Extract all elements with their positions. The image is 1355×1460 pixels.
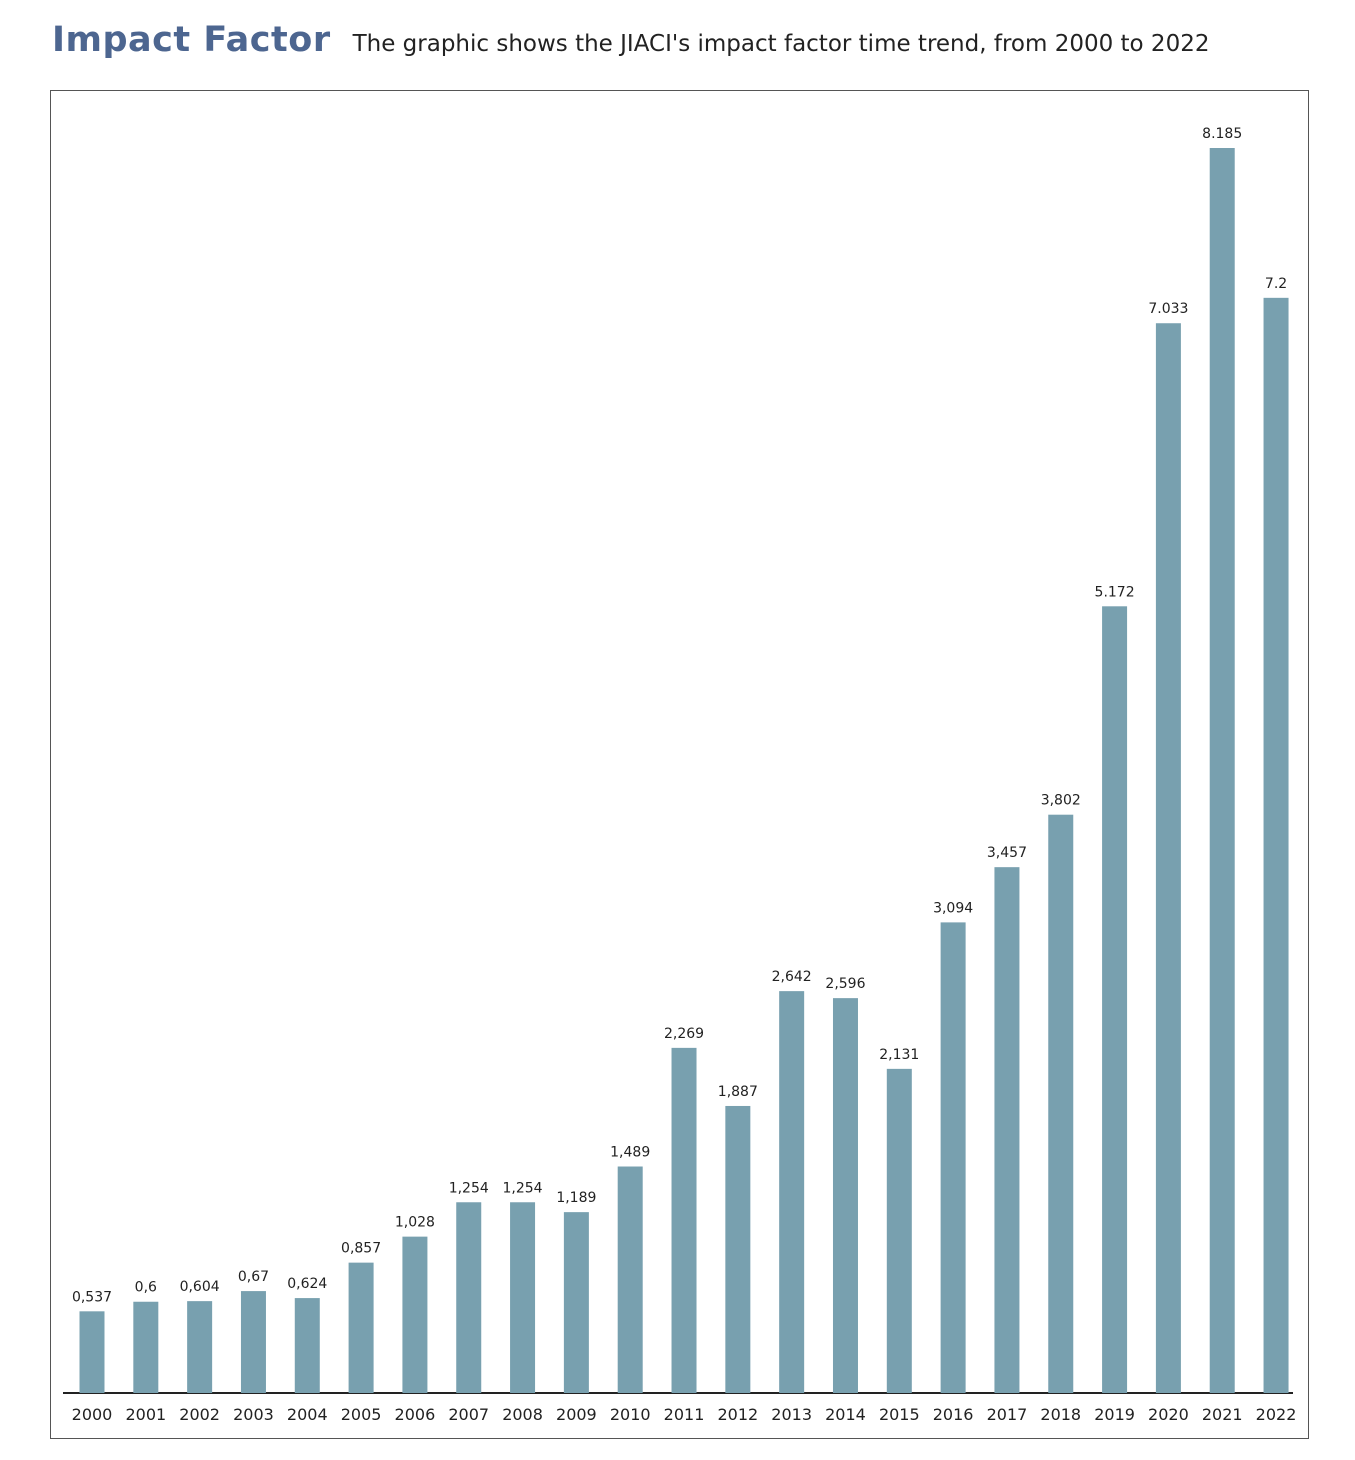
bar-2000	[79, 1311, 105, 1393]
value-label-2013: 2,642	[772, 969, 812, 985]
value-label-2012: 1,887	[718, 1084, 758, 1100]
bar-2010	[617, 1166, 643, 1393]
bar-2005	[348, 1262, 374, 1393]
x-tick-label-2003: 2003	[233, 1405, 274, 1424]
x-tick-label-2021: 2021	[1202, 1405, 1243, 1424]
value-label-2005: 0,857	[341, 1241, 381, 1257]
value-label-2004: 0,624	[287, 1276, 327, 1292]
x-tick-label-2010: 2010	[610, 1405, 651, 1424]
bar-group	[79, 148, 1289, 1393]
value-label-2002: 0,604	[180, 1279, 220, 1295]
x-tick-label-2000: 2000	[72, 1405, 113, 1424]
bar-2004	[294, 1298, 320, 1393]
bar-2012	[725, 1105, 751, 1393]
value-label-2007: 1,254	[449, 1180, 489, 1196]
bar-2011	[671, 1047, 697, 1393]
bar-2008	[510, 1202, 536, 1393]
value-label-2000: 0,537	[72, 1289, 112, 1305]
chart-frame: 0,537 0,6 0,604 0,67 0,624 0,857 1,028 1,254 1,2…	[50, 90, 1309, 1439]
bar-2015	[886, 1068, 912, 1393]
x-tick-label-2009: 2009	[556, 1405, 597, 1424]
value-label-2003: 0,67	[238, 1269, 269, 1285]
bar-2014	[832, 998, 858, 1393]
chart-subtitle: The graphic shows the JIACI's impact fac…	[352, 31, 1210, 57]
value-label-2008: 1,254	[503, 1180, 543, 1196]
bar-2021	[1209, 148, 1235, 1393]
bar-2017	[994, 867, 1020, 1393]
value-label-group: 0,537 0,6 0,604 0,67 0,624 0,857 1,028 1,254 1,2…	[72, 126, 1287, 1305]
x-tick-label-2006: 2006	[395, 1405, 436, 1424]
bar-chart: 0,537 0,6 0,604 0,67 0,624 0,857 1,028 1,254 1,2…	[63, 126, 1297, 1424]
x-tick-label-2012: 2012	[717, 1405, 758, 1424]
bar-2018	[1048, 814, 1074, 1393]
x-tick-label-2002: 2002	[179, 1405, 220, 1424]
bar-2006	[402, 1236, 428, 1393]
x-tick-label-2011: 2011	[664, 1405, 705, 1424]
value-label-2011: 2,269	[664, 1026, 704, 1042]
x-tick-label-2016: 2016	[933, 1405, 974, 1424]
bar-2009	[563, 1212, 589, 1393]
bar-2002	[187, 1301, 213, 1393]
value-label-2019: 5.172	[1095, 584, 1135, 600]
chart-title: Impact Factor	[52, 20, 331, 60]
x-tick-label-2022: 2022	[1256, 1405, 1297, 1424]
x-tick-label-2015: 2015	[879, 1405, 920, 1424]
bar-2019	[1102, 606, 1128, 1393]
bar-2020	[1155, 323, 1181, 1393]
bar-2022	[1263, 297, 1289, 1393]
x-tick-label-group: 2000 2001 2002 2003 2004 2005 2006 2007 2008 2009…	[72, 1405, 1297, 1424]
value-label-2022: 7.2	[1265, 276, 1287, 292]
bar-2016	[940, 922, 966, 1393]
value-label-2014: 2,596	[825, 976, 865, 992]
value-label-2001: 0,6	[135, 1280, 157, 1296]
value-label-2021: 8.185	[1202, 126, 1242, 142]
x-tick-label-2008: 2008	[502, 1405, 543, 1424]
x-tick-label-2001: 2001	[125, 1405, 166, 1424]
x-tick-label-2013: 2013	[771, 1405, 812, 1424]
value-label-2018: 3,802	[1041, 793, 1081, 809]
value-label-2010: 1,489	[610, 1145, 650, 1161]
x-tick-label-2020: 2020	[1148, 1405, 1189, 1424]
x-tick-label-2017: 2017	[987, 1405, 1028, 1424]
x-tick-label-2019: 2019	[1094, 1405, 1135, 1424]
x-tick-label-2005: 2005	[341, 1405, 382, 1424]
value-label-2015: 2,131	[879, 1047, 919, 1063]
bar-2001	[133, 1301, 159, 1393]
bar-2003	[240, 1291, 266, 1393]
value-label-2020: 7.033	[1148, 301, 1188, 317]
value-label-2009: 1,189	[556, 1190, 596, 1206]
value-label-2006: 1,028	[395, 1215, 435, 1231]
x-tick-label-2018: 2018	[1040, 1405, 1081, 1424]
x-tick-label-2004: 2004	[287, 1405, 328, 1424]
chart-header: Impact Factor The graphic shows the JIAC…	[52, 20, 1209, 60]
x-tick-label-2007: 2007	[448, 1405, 489, 1424]
x-tick-label-2014: 2014	[825, 1405, 866, 1424]
bar-2007	[456, 1202, 482, 1393]
value-label-2016: 3,094	[933, 900, 973, 916]
value-label-2017: 3,457	[987, 845, 1027, 861]
bar-2013	[779, 991, 805, 1393]
